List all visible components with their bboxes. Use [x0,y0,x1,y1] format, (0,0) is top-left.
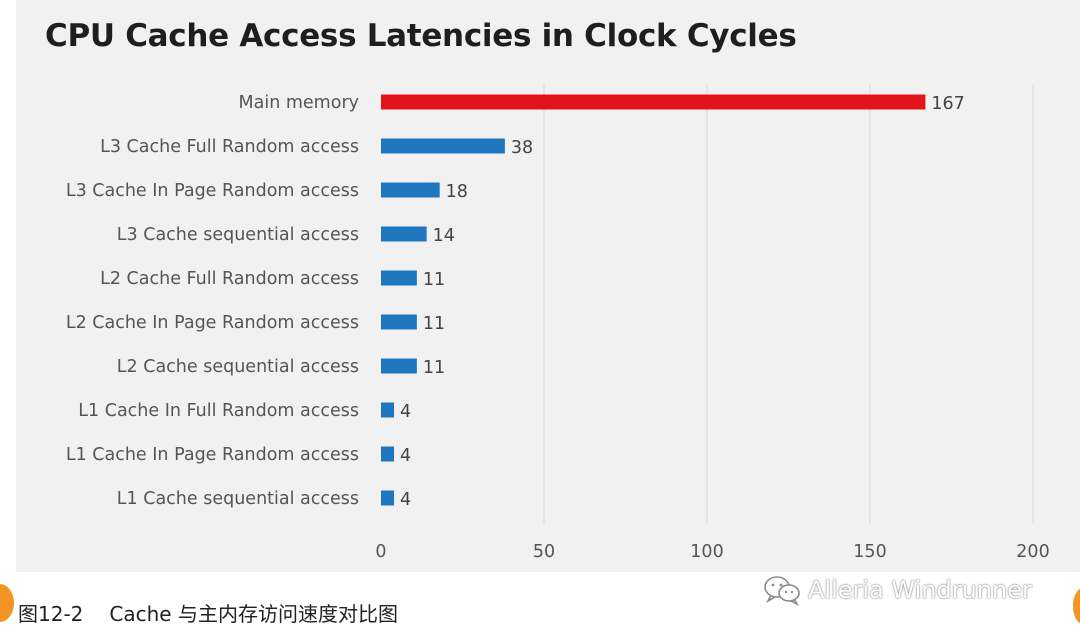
bar-chart: Main memory L3 Cache Full Random access L3… [66,84,1050,562]
bar [381,270,417,286]
x-tick-label: 150 [853,542,886,562]
gridlines [543,84,1034,524]
category-label: L2 Cache sequential access [117,357,359,377]
category-label: L2 Cache Full Random access [100,269,359,289]
bar [381,446,395,462]
figure-caption: 图12-2 Cache 与主内存访问速度对比图 [18,598,398,627]
data-label: 4 [400,490,411,510]
category-label: L1 Cache sequential access [117,489,359,509]
data-label: 11 [423,314,445,334]
orange-circle-decoration [1073,588,1080,624]
bar [381,358,417,374]
watermark-text: Alleria Windrunner [808,576,1032,604]
x-tick-label: 0 [375,542,386,562]
data-label: 11 [423,270,445,290]
x-tick-label: 100 [690,542,723,562]
bar [381,182,440,198]
bar [381,94,926,110]
bar [381,314,417,330]
bar [381,402,395,418]
data-label: 11 [423,358,445,378]
category-label: L3 Cache In Page Random access [66,181,359,201]
chart-title: CPU Cache Access Latencies in Clock Cycl… [45,18,797,54]
x-tick-label: 200 [1016,542,1049,562]
data-label: 18 [446,182,468,202]
data-label: 14 [433,226,455,246]
bar [381,138,505,154]
caption-text: Cache 与主内存访问速度对比图 [109,602,398,626]
watermark: Alleria Windrunner [762,574,1032,606]
category-label: L2 Cache In Page Random access [66,313,359,333]
data-label: 38 [511,138,533,158]
bar [381,226,427,242]
orange-circle-decoration [0,584,14,622]
wechat-icon [764,576,800,606]
figure-number: 图12-2 [18,602,84,626]
bar [381,490,395,506]
data-labels: 167 38 18 14 11 11 11 4 4 4 [400,94,965,510]
category-label: L3 Cache sequential access [117,225,359,245]
category-label: L3 Cache Full Random access [100,137,359,157]
data-label: 4 [400,402,411,422]
category-label: Main memory [239,93,359,113]
data-label: 4 [400,446,411,466]
bars [381,94,926,506]
category-label: L1 Cache In Full Random access [78,401,359,421]
category-label: L1 Cache In Page Random access [66,445,359,465]
data-label: 167 [931,94,964,114]
category-labels: Main memory L3 Cache Full Random access L3… [66,93,359,509]
x-tick-label: 50 [533,542,555,562]
x-axis-ticks: 0 50 100 150 200 [375,542,1049,562]
